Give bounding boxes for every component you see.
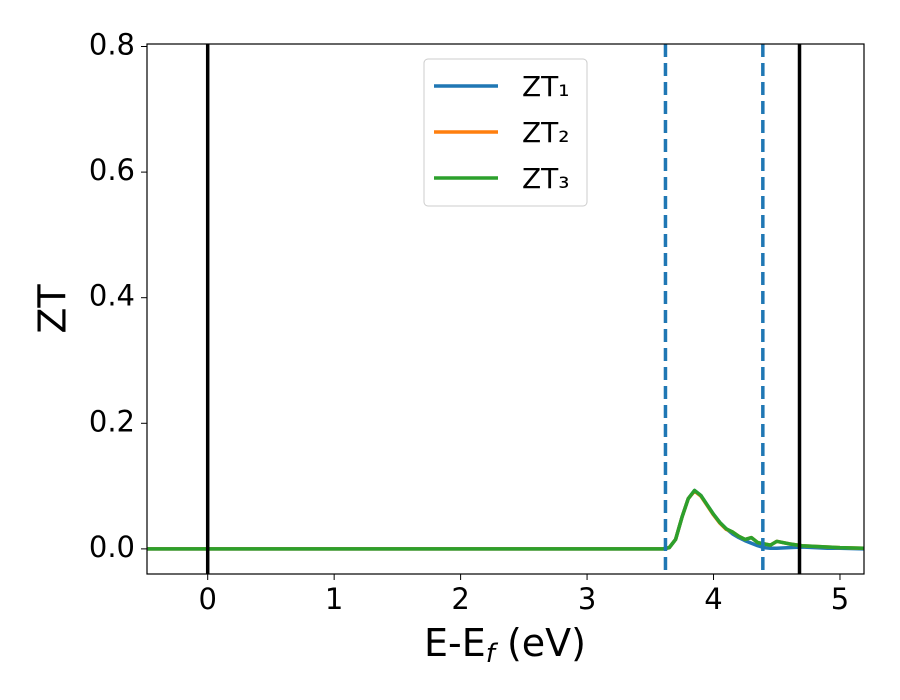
legend-box xyxy=(423,58,588,207)
plot-area xyxy=(147,44,864,574)
x-tick-label: 2 xyxy=(451,582,469,616)
x-tick-label: 0 xyxy=(198,582,216,616)
y-axis-label: ZT xyxy=(31,284,75,334)
x-tick-label: 4 xyxy=(704,582,722,616)
y-tick-label: 0.4 xyxy=(89,279,135,313)
x-tick-label: 1 xyxy=(325,582,343,616)
x-axis-label: E-Ef (eV) xyxy=(424,621,586,669)
axes-frame xyxy=(146,43,865,575)
y-tick-label: 0.0 xyxy=(89,530,135,564)
legend-label: ZT₁ xyxy=(522,70,570,103)
x-label-part: E-E xyxy=(424,621,486,665)
legend-label: ZT₃ xyxy=(522,162,570,195)
legend-label: ZT₂ xyxy=(522,116,570,149)
y-tick-label: 0.6 xyxy=(89,153,135,187)
x-tick-label: 5 xyxy=(831,582,849,616)
x-tick-label: 3 xyxy=(578,582,596,616)
series-line xyxy=(147,488,864,551)
y-tick-label: 0.8 xyxy=(89,28,135,62)
x-label-part: (eV) xyxy=(495,621,586,665)
y-tick-label: 0.2 xyxy=(89,404,135,438)
